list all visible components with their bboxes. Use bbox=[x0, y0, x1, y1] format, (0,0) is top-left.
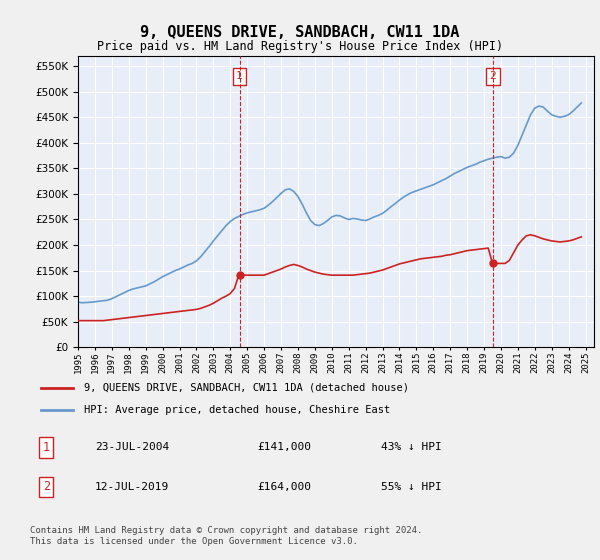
Text: 55% ↓ HPI: 55% ↓ HPI bbox=[381, 482, 442, 492]
Text: 2: 2 bbox=[490, 71, 496, 81]
Text: Contains HM Land Registry data © Crown copyright and database right 2024.
This d: Contains HM Land Registry data © Crown c… bbox=[30, 526, 422, 546]
Text: 2: 2 bbox=[43, 480, 50, 493]
Text: 9, QUEENS DRIVE, SANDBACH, CW11 1DA (detached house): 9, QUEENS DRIVE, SANDBACH, CW11 1DA (det… bbox=[84, 382, 409, 393]
Text: HPI: Average price, detached house, Cheshire East: HPI: Average price, detached house, Ches… bbox=[84, 405, 390, 415]
Text: Price paid vs. HM Land Registry's House Price Index (HPI): Price paid vs. HM Land Registry's House … bbox=[97, 40, 503, 53]
Text: £141,000: £141,000 bbox=[257, 442, 311, 452]
Text: 1: 1 bbox=[43, 441, 50, 454]
Text: £164,000: £164,000 bbox=[257, 482, 311, 492]
Text: 23-JUL-2004: 23-JUL-2004 bbox=[95, 442, 169, 452]
Text: 12-JUL-2019: 12-JUL-2019 bbox=[95, 482, 169, 492]
Text: 9, QUEENS DRIVE, SANDBACH, CW11 1DA: 9, QUEENS DRIVE, SANDBACH, CW11 1DA bbox=[140, 25, 460, 40]
Text: 43% ↓ HPI: 43% ↓ HPI bbox=[381, 442, 442, 452]
Text: 1: 1 bbox=[236, 71, 243, 81]
